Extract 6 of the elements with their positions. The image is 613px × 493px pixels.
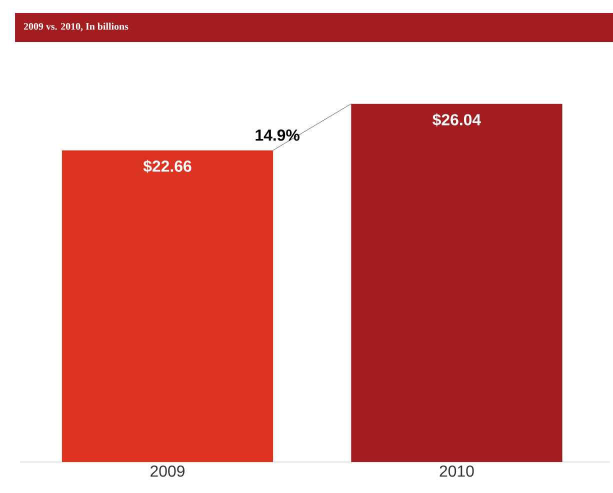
data-label: $22.66 — [143, 160, 192, 173]
data-label: $26.04 — [432, 113, 482, 126]
x-tick-label: 2010 — [440, 466, 474, 477]
chart-title: 2009 vs. 2010, In billions — [24, 22, 128, 32]
x-tick-label: 2009 — [150, 466, 184, 477]
annotation: 14.9% — [256, 130, 300, 141]
